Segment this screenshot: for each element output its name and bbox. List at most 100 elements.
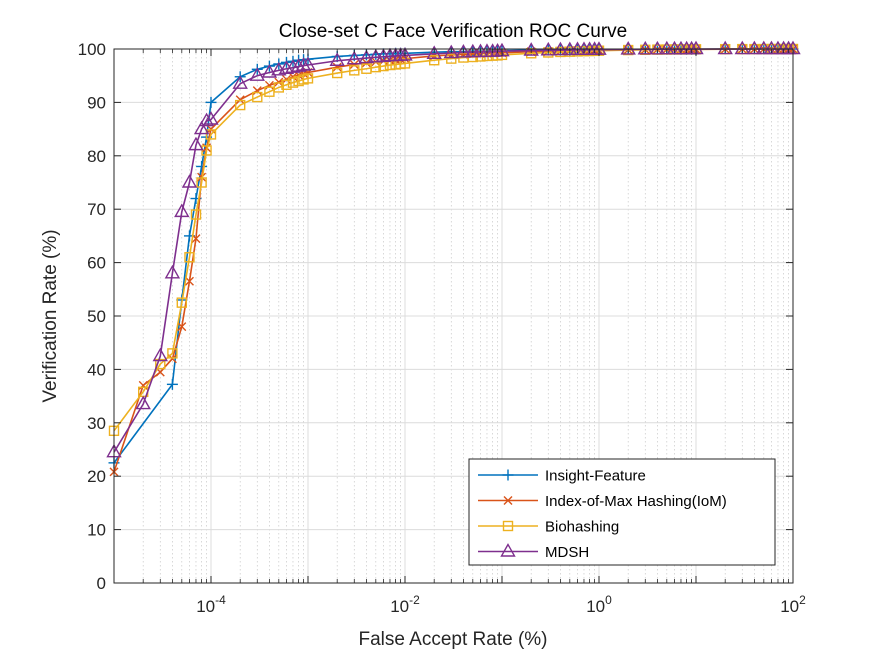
data-point	[198, 112, 215, 127]
y-tick-label: 100	[78, 40, 106, 59]
y-tick-label: 80	[87, 147, 106, 166]
marker-shape	[368, 48, 384, 63]
data-point	[135, 395, 151, 410]
marker-shape	[155, 358, 166, 370]
marker-shape	[201, 145, 212, 156]
marker-shape	[152, 347, 168, 362]
y-tick-label: 30	[87, 414, 106, 433]
data-point	[331, 67, 343, 79]
data-point	[166, 378, 178, 390]
data-point	[332, 62, 342, 72]
marker-shape	[331, 67, 343, 79]
marker-stroke	[191, 234, 201, 244]
data-point	[176, 297, 188, 308]
x-tick-exponent: 0	[605, 593, 612, 607]
data-point	[649, 40, 666, 55]
marker-stroke	[138, 380, 148, 390]
legend-label: Insight-Feature	[545, 468, 646, 485]
marker-shape	[190, 209, 202, 220]
data-point	[273, 82, 285, 93]
y-axis-label: Verification Rate (%)	[40, 229, 61, 402]
data-point	[261, 64, 278, 78]
data-point	[205, 129, 217, 140]
marker-shape	[455, 44, 472, 58]
data-point	[659, 40, 675, 55]
x-tick-label: 102	[780, 593, 806, 616]
marker-stroke	[274, 77, 284, 87]
marker-shape	[167, 348, 178, 359]
x-tick-exponent: -2	[409, 593, 420, 607]
marker-shape	[734, 40, 750, 55]
marker-stroke	[252, 86, 262, 96]
data-point	[184, 252, 195, 263]
marker-shape	[620, 41, 636, 55]
marker-shape	[502, 520, 514, 532]
data-point	[399, 58, 411, 69]
legend-marker	[502, 520, 514, 532]
data-point	[264, 80, 274, 90]
legend-entry: Biohashing	[478, 519, 619, 536]
marker-stroke	[206, 124, 216, 134]
marker-shape	[281, 79, 292, 90]
x-tick-base: 10	[196, 597, 215, 616]
marker-shape	[184, 252, 195, 263]
marker-shape	[399, 58, 411, 69]
data-point	[197, 172, 207, 182]
data-point	[203, 111, 219, 125]
data-point	[167, 348, 178, 359]
data-point	[446, 53, 457, 64]
data-point	[368, 48, 384, 63]
marker-shape	[174, 203, 190, 218]
marker-stroke	[349, 59, 359, 69]
data-point	[746, 40, 763, 55]
marker-shape	[135, 395, 151, 410]
data-point	[620, 41, 636, 55]
x-tick-exponent: -4	[215, 593, 226, 607]
marker-shape	[397, 46, 413, 61]
data-point	[174, 203, 190, 218]
data-point	[196, 160, 208, 172]
marker-shape	[370, 61, 382, 73]
marker-shape	[203, 111, 219, 125]
y-tick-label: 40	[87, 360, 106, 379]
marker-stroke	[235, 95, 245, 105]
data-point	[397, 46, 413, 61]
data-point	[184, 276, 194, 286]
x-tick-exponent: 2	[799, 593, 806, 607]
data-point	[205, 96, 217, 108]
marker-shape	[302, 73, 314, 84]
data-point	[285, 59, 301, 73]
marker-shape	[198, 112, 215, 127]
marker-shape	[329, 52, 345, 66]
data-point	[155, 358, 166, 370]
marker-shape	[659, 40, 675, 55]
data-point	[465, 43, 481, 58]
data-point	[358, 49, 375, 64]
marker-shape	[287, 77, 299, 88]
marker-stroke	[281, 74, 291, 84]
marker-shape	[252, 91, 263, 103]
y-tick-label: 10	[87, 521, 106, 540]
data-point	[287, 77, 299, 88]
marker-shape	[428, 55, 440, 66]
data-point	[349, 65, 360, 76]
data-point	[193, 120, 210, 135]
data-point	[164, 264, 181, 279]
marker-shape	[649, 40, 666, 55]
legend-label: Biohashing	[545, 519, 619, 536]
marker-stroke	[332, 62, 342, 72]
data-point	[181, 174, 198, 188]
legend-entry: Insight-Feature	[478, 468, 646, 485]
data-point	[234, 99, 246, 111]
x-tick-base: 10	[780, 597, 799, 616]
marker-stroke	[197, 172, 207, 182]
data-point	[190, 209, 202, 220]
marker-shape	[285, 59, 301, 73]
legend-marker	[503, 496, 513, 505]
marker-stroke	[184, 276, 194, 286]
chart-title: Close-set C Face Verification ROC Curve	[279, 21, 627, 42]
x-tick-label: 10-4	[196, 593, 226, 616]
marker-shape	[193, 120, 210, 135]
